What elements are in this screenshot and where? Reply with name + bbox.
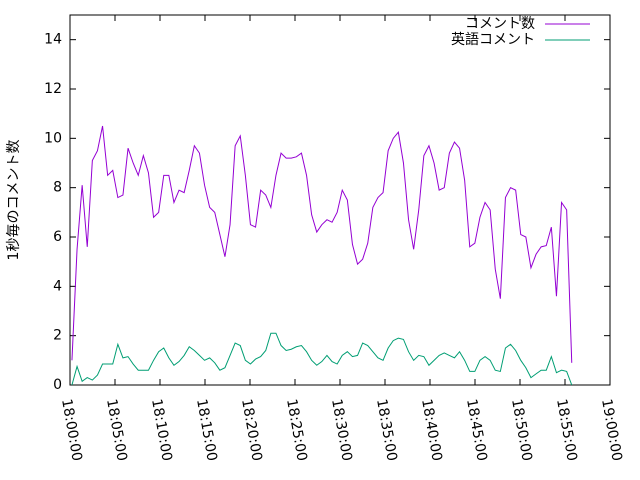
x-tick-label: 18:45:00	[463, 398, 490, 463]
y-tick-label: 8	[53, 180, 62, 196]
x-tick-label: 18:05:00	[103, 398, 130, 463]
y-tick-label: 14	[44, 32, 62, 48]
x-tick-label: 18:15:00	[193, 398, 220, 463]
x-tick-label: 18:20:00	[238, 398, 265, 463]
y-tick-label: 12	[44, 81, 62, 97]
series-line	[71, 332, 573, 386]
x-tick-label: 18:55:00	[553, 398, 580, 463]
x-tick-label: 18:40:00	[418, 398, 445, 463]
x-tick-label: 18:25:00	[283, 398, 310, 463]
legend-label: コメント数	[465, 16, 535, 32]
x-tick-label: 19:00:00	[598, 398, 625, 463]
y-tick-label: 4	[53, 278, 62, 294]
y-tick-label: 2	[53, 328, 62, 344]
y-tick-label: 6	[53, 229, 62, 245]
series-line	[71, 125, 573, 363]
x-tick-label: 18:30:00	[328, 398, 355, 463]
y-axis-label: 1秒毎のコメント数	[6, 140, 22, 261]
x-tick-label: 18:35:00	[373, 398, 400, 463]
y-tick-label: 10	[44, 130, 62, 146]
legend-label: 英語コメント	[451, 31, 535, 48]
y-tick-label: 0	[53, 377, 62, 393]
x-tick-label: 18:00:00	[58, 398, 85, 463]
x-tick-label: 18:50:00	[508, 398, 535, 463]
x-tick-label: 18:10:00	[148, 398, 175, 463]
